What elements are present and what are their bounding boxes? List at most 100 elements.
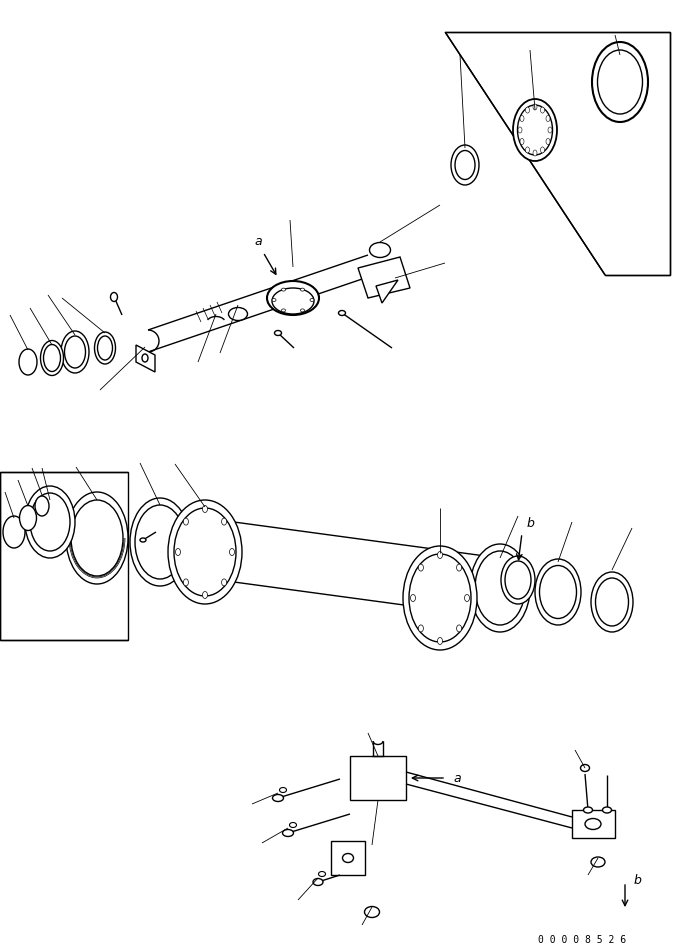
Polygon shape	[331, 841, 365, 875]
Ellipse shape	[580, 765, 589, 771]
Ellipse shape	[369, 242, 391, 257]
Ellipse shape	[61, 331, 89, 373]
Ellipse shape	[142, 354, 148, 362]
Polygon shape	[376, 280, 398, 303]
Ellipse shape	[300, 309, 304, 312]
Polygon shape	[445, 32, 670, 275]
Ellipse shape	[456, 564, 462, 571]
Ellipse shape	[585, 819, 601, 829]
Text: b: b	[634, 873, 642, 886]
Ellipse shape	[526, 107, 529, 113]
Ellipse shape	[533, 150, 537, 156]
Ellipse shape	[130, 498, 190, 586]
Polygon shape	[136, 345, 155, 372]
Ellipse shape	[30, 493, 70, 551]
Ellipse shape	[272, 298, 276, 301]
Ellipse shape	[501, 556, 535, 604]
Ellipse shape	[518, 105, 553, 155]
Ellipse shape	[513, 99, 557, 161]
Ellipse shape	[410, 595, 416, 601]
Ellipse shape	[279, 788, 286, 792]
Ellipse shape	[281, 309, 286, 312]
Ellipse shape	[168, 500, 242, 604]
Ellipse shape	[184, 518, 188, 525]
Ellipse shape	[267, 281, 319, 315]
Ellipse shape	[319, 871, 325, 877]
Ellipse shape	[202, 592, 207, 598]
Ellipse shape	[71, 500, 123, 576]
Ellipse shape	[19, 349, 37, 375]
Ellipse shape	[273, 794, 284, 802]
Ellipse shape	[464, 595, 470, 601]
Ellipse shape	[174, 508, 236, 596]
Text: 0 0 0 0 8 5 2 6: 0 0 0 0 8 5 2 6	[538, 935, 626, 945]
Ellipse shape	[455, 150, 475, 180]
Ellipse shape	[43, 345, 61, 371]
Ellipse shape	[20, 505, 36, 530]
Polygon shape	[572, 810, 615, 838]
Ellipse shape	[518, 127, 522, 133]
Ellipse shape	[230, 548, 234, 556]
Ellipse shape	[541, 147, 545, 153]
Ellipse shape	[3, 516, 25, 548]
Ellipse shape	[140, 538, 146, 542]
Ellipse shape	[603, 807, 612, 813]
Ellipse shape	[221, 518, 227, 525]
Polygon shape	[358, 257, 410, 298]
Ellipse shape	[597, 50, 643, 114]
Ellipse shape	[65, 336, 86, 368]
Ellipse shape	[451, 145, 479, 185]
Ellipse shape	[595, 578, 628, 626]
Ellipse shape	[221, 579, 227, 586]
Ellipse shape	[520, 116, 524, 122]
Ellipse shape	[533, 104, 537, 110]
Ellipse shape	[526, 147, 529, 153]
Text: a: a	[254, 235, 262, 248]
Polygon shape	[0, 472, 128, 640]
Ellipse shape	[184, 579, 188, 586]
Ellipse shape	[437, 637, 443, 644]
Ellipse shape	[583, 807, 593, 813]
Ellipse shape	[535, 559, 581, 625]
Ellipse shape	[275, 331, 281, 335]
Ellipse shape	[520, 139, 524, 144]
Ellipse shape	[229, 308, 248, 320]
Polygon shape	[350, 756, 406, 800]
Ellipse shape	[470, 544, 530, 632]
Ellipse shape	[548, 127, 552, 133]
Ellipse shape	[313, 879, 323, 885]
Text: b: b	[526, 517, 534, 530]
Ellipse shape	[456, 625, 462, 632]
Ellipse shape	[135, 505, 185, 579]
Ellipse shape	[95, 332, 115, 364]
Ellipse shape	[283, 829, 294, 837]
Text: a: a	[453, 771, 460, 785]
Ellipse shape	[418, 564, 423, 571]
Ellipse shape	[66, 492, 128, 584]
Ellipse shape	[300, 288, 304, 291]
Ellipse shape	[505, 561, 531, 599]
Ellipse shape	[176, 548, 180, 556]
Ellipse shape	[338, 311, 346, 315]
Ellipse shape	[111, 293, 117, 301]
Ellipse shape	[592, 42, 648, 122]
Ellipse shape	[541, 107, 545, 113]
Ellipse shape	[25, 486, 75, 558]
Ellipse shape	[546, 116, 550, 122]
Ellipse shape	[342, 853, 354, 863]
Ellipse shape	[403, 546, 477, 650]
Ellipse shape	[364, 906, 379, 918]
Ellipse shape	[97, 336, 113, 360]
Ellipse shape	[409, 554, 471, 642]
Ellipse shape	[40, 340, 63, 375]
Ellipse shape	[272, 288, 314, 314]
Ellipse shape	[290, 823, 296, 827]
Ellipse shape	[591, 572, 633, 632]
Ellipse shape	[437, 552, 443, 559]
Ellipse shape	[591, 857, 605, 867]
Ellipse shape	[418, 625, 423, 632]
Ellipse shape	[475, 551, 525, 625]
Ellipse shape	[35, 496, 49, 516]
Ellipse shape	[281, 288, 286, 291]
Ellipse shape	[202, 505, 207, 512]
